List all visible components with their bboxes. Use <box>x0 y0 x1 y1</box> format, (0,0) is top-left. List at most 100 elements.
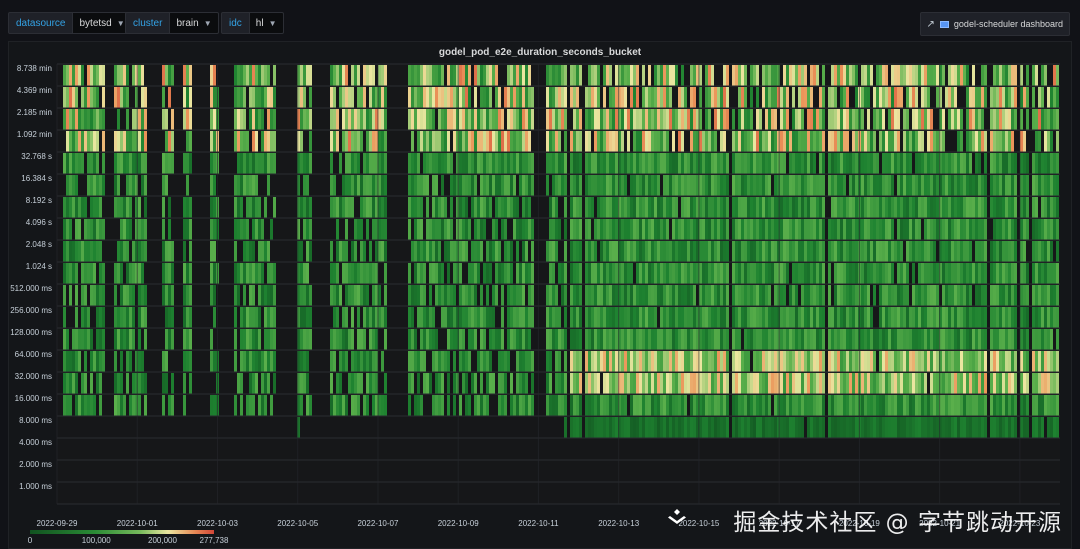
heatmap-cell <box>348 131 351 152</box>
heatmap-cell <box>102 351 105 372</box>
panel-title[interactable]: godel_pod_e2e_duration_seconds_bucket <box>438 47 642 58</box>
heatmap-cell <box>453 109 456 130</box>
heatmap-cell <box>876 241 879 262</box>
heatmap-cell <box>459 65 462 86</box>
variable-datasource[interactable]: datasource bytetsd ▼ <box>8 12 132 34</box>
variable-idc[interactable]: idc hl ▼ <box>221 12 284 34</box>
heatmap-cell <box>96 87 99 108</box>
heatmap-cell <box>657 285 660 306</box>
heatmap-cell <box>768 175 771 196</box>
heatmap-cell <box>477 307 480 328</box>
heatmap-cell <box>897 219 900 240</box>
heatmap-cell <box>930 109 933 130</box>
heatmap-cell <box>336 131 339 152</box>
heatmap-cell <box>1011 241 1014 262</box>
dashboard-link-button[interactable]: ↗ godel-scheduler dashboard <box>919 12 1070 36</box>
heatmap-cell <box>471 373 474 394</box>
heatmap-cell <box>864 87 867 108</box>
heatmap-cell <box>501 307 504 328</box>
heatmap-cell <box>186 329 189 350</box>
heatmap-cell <box>90 131 93 152</box>
heatmap-cell <box>789 197 792 218</box>
heatmap-cell <box>843 87 846 108</box>
heatmap-cell <box>1044 65 1047 86</box>
heatmap-cell <box>663 263 666 284</box>
heatmap-cell <box>573 65 576 86</box>
y-tick-label: 4.096 s <box>26 218 52 227</box>
variable-cluster[interactable]: cluster brain ▼ <box>125 12 219 34</box>
heatmap-cell <box>798 373 801 394</box>
heatmap-cell <box>570 197 573 218</box>
heatmap-cell <box>852 351 855 372</box>
heatmap-cell <box>444 131 447 152</box>
heatmap-cell <box>210 65 213 86</box>
heatmap-cell <box>165 109 168 130</box>
heatmap-cell <box>954 417 957 438</box>
heatmap-cell <box>375 329 378 350</box>
heatmap-cell <box>636 307 639 328</box>
heatmap-cell <box>948 153 951 174</box>
heatmap-cell <box>819 285 822 306</box>
heatmap-cell <box>924 351 927 372</box>
heatmap-cell <box>717 241 720 262</box>
heatmap-cell <box>660 65 663 86</box>
heatmap-cell <box>462 373 465 394</box>
heatmap-cell <box>96 219 99 240</box>
heatmap-cell <box>1044 307 1047 328</box>
heatmap-cell <box>561 109 564 130</box>
heatmap-cell <box>954 285 957 306</box>
heatmap-cell <box>927 417 930 438</box>
heatmap-cell <box>75 395 78 416</box>
heatmap-cell <box>615 87 618 108</box>
heatmap-cell <box>981 65 984 86</box>
heatmap-cell <box>732 395 735 416</box>
heatmap-cell <box>1035 417 1038 438</box>
heatmap-cell <box>669 329 672 350</box>
heatmap-cell <box>708 175 711 196</box>
heatmap-cell <box>801 131 804 152</box>
heatmap-cell <box>354 373 357 394</box>
heatmap-cell <box>525 65 528 86</box>
heatmap-cell <box>792 417 795 438</box>
heatmap-cell <box>792 395 795 416</box>
heatmap-cell <box>1050 329 1053 350</box>
heatmap-cell <box>348 153 351 174</box>
heatmap-cell <box>846 329 849 350</box>
heatmap-cell <box>975 131 978 152</box>
heatmap-cell <box>420 395 423 416</box>
heatmap-cell <box>603 131 606 152</box>
variable-select[interactable]: brain ▼ <box>170 12 219 34</box>
heatmap-cell <box>501 285 504 306</box>
heatmap-cell <box>849 395 852 416</box>
heatmap-cell <box>915 241 918 262</box>
heatmap-cell <box>372 219 375 240</box>
variable-label: datasource <box>8 12 74 34</box>
heatmap-cell <box>627 329 630 350</box>
heatmap-cell <box>558 351 561 372</box>
heatmap-cell <box>144 175 147 196</box>
heatmap-cell <box>735 197 738 218</box>
heatmap-cell <box>651 87 654 108</box>
heatmap-cell <box>84 219 87 240</box>
variable-select[interactable]: hl ▼ <box>249 12 284 34</box>
heatmap-cell <box>942 109 945 130</box>
heatmap-cell <box>726 109 729 130</box>
heatmap-cell <box>483 109 486 130</box>
heatmap-cell <box>93 351 96 372</box>
variable-label: cluster <box>125 12 171 34</box>
heatmap-cell <box>333 351 336 372</box>
heatmap-cell <box>861 241 864 262</box>
heatmap-cell <box>972 175 975 196</box>
heatmap-cell <box>78 153 81 174</box>
heatmap-cell <box>927 109 930 130</box>
heatmap-cell <box>801 175 804 196</box>
heatmap-cell <box>588 307 591 328</box>
heatmap-cell <box>630 109 633 130</box>
heatmap-cell <box>1035 395 1038 416</box>
heatmap-cell <box>840 241 843 262</box>
heatmap-cell <box>165 263 168 284</box>
heatmap-cell <box>900 153 903 174</box>
heatmap-cell <box>591 109 594 130</box>
heatmap-cell <box>1041 65 1044 86</box>
